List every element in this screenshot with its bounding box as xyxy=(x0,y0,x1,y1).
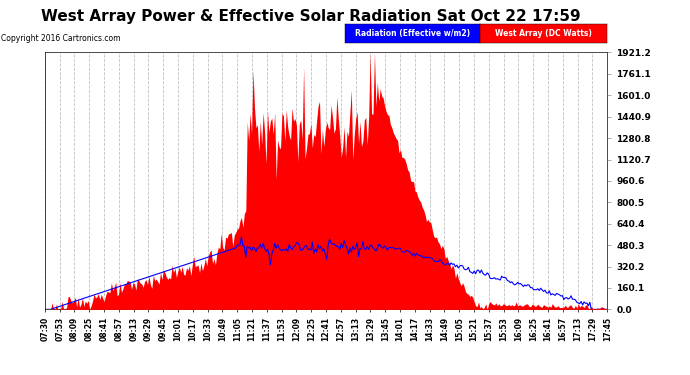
Text: Radiation (Effective w/m2): Radiation (Effective w/m2) xyxy=(355,29,470,38)
Text: West Array Power & Effective Solar Radiation Sat Oct 22 17:59: West Array Power & Effective Solar Radia… xyxy=(41,9,580,24)
Text: West Array (DC Watts): West Array (DC Watts) xyxy=(495,29,592,38)
Text: Copyright 2016 Cartronics.com: Copyright 2016 Cartronics.com xyxy=(1,34,121,43)
